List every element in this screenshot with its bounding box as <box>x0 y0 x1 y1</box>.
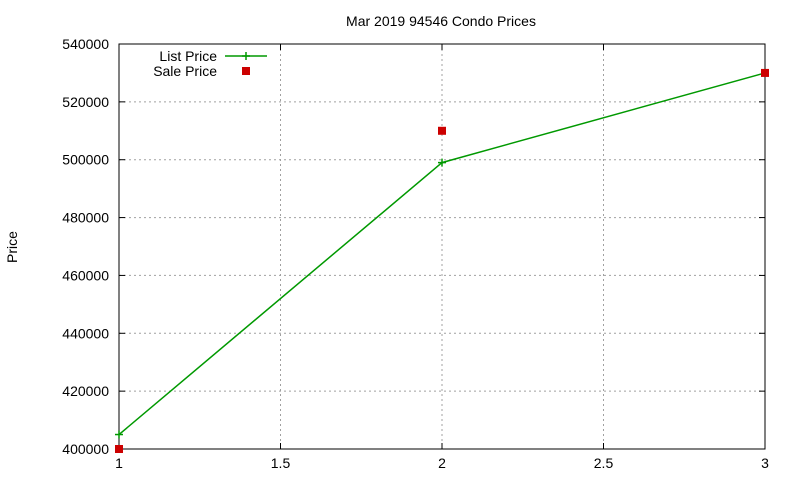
data-point <box>115 430 123 439</box>
x-tick-label: 3 <box>761 455 769 471</box>
y-tick-label: 480000 <box>62 210 109 226</box>
data-point <box>115 445 123 453</box>
y-tick-label: 540000 <box>62 36 109 52</box>
legend-label: List Price <box>159 48 217 64</box>
data-point <box>761 68 769 77</box>
series-layer <box>115 68 769 453</box>
y-tick-label: 460000 <box>62 267 109 283</box>
tick-layer: 400000 420000 440000 460000 480000 500000 5200… <box>62 36 769 471</box>
chart-title: Mar 2019 94546 Condo Prices <box>346 13 536 29</box>
y-tick-label: 420000 <box>62 383 109 399</box>
x-tick-label: 2.5 <box>594 455 614 471</box>
x-tick-label: 2 <box>438 455 446 471</box>
y-tick-label: 500000 <box>62 152 109 168</box>
data-point <box>438 126 446 135</box>
series-sale-price <box>115 68 769 453</box>
legend-marker <box>242 67 250 75</box>
legend-marker <box>242 52 250 60</box>
y-axis-label: Price <box>4 231 20 263</box>
x-tick-label: 1 <box>115 455 123 471</box>
x-tick-label: 1.5 <box>271 455 291 471</box>
y-tick-label: 520000 <box>62 94 109 110</box>
legend-label: Sale Price <box>153 63 217 79</box>
y-tick-label: 440000 <box>62 325 109 341</box>
data-point <box>438 158 446 167</box>
grid-layer <box>119 44 765 449</box>
y-tick-label: 400000 <box>62 441 109 457</box>
